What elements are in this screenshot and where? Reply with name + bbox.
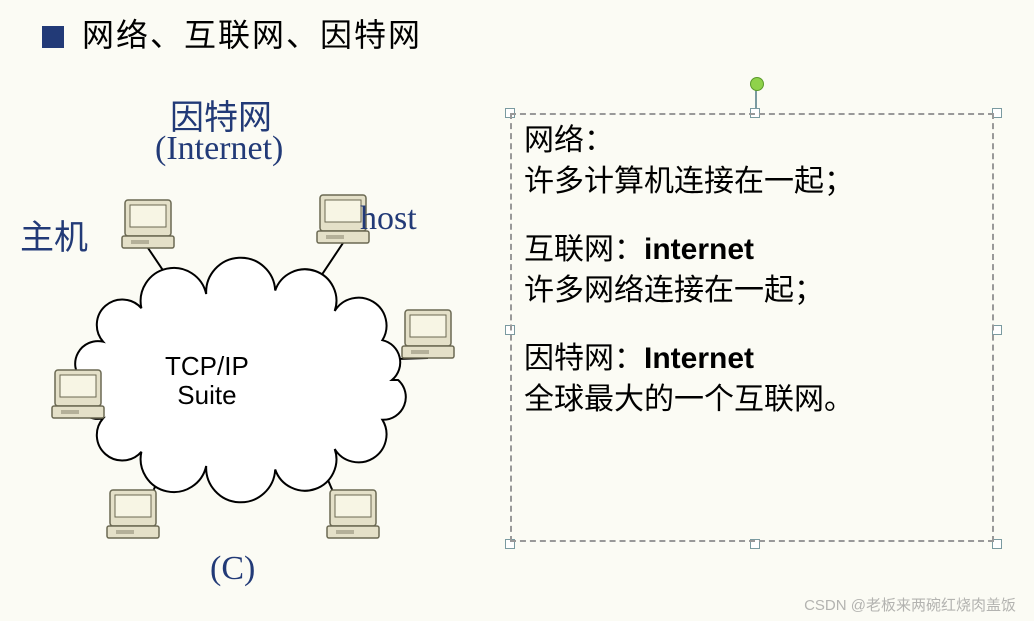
watermark: CSDN @老板来两碗红烧肉盖饭 <box>804 594 1016 615</box>
textbox-selection[interactable]: 网络： 许多计算机连接在一起； 互联网：internet 许多网络连接在一起； … <box>502 105 1002 550</box>
cloud-label-line2: Suite <box>177 380 236 410</box>
diagram-title-en: (Internet) <box>155 130 283 168</box>
def-internet-lc-body: 许多网络连接在一起； <box>524 271 982 312</box>
def-network-title: 网络： <box>524 121 982 162</box>
spacer <box>524 311 982 339</box>
spacer <box>524 202 982 230</box>
heading-text: 网络、互联网、因特网 <box>82 10 422 56</box>
definitions-textbox[interactable]: 网络： 许多计算机连接在一起； 互联网：internet 许多网络连接在一起； … <box>510 113 994 542</box>
heading: 网络、互联网、因特网 <box>42 10 422 56</box>
label-host-en: host <box>360 200 417 238</box>
cloud-label: TCP/IP Suite <box>165 352 249 409</box>
diagram-caption: (C) <box>210 550 255 588</box>
def-network-body: 许多计算机连接在一起； <box>524 162 982 203</box>
network-diagram: 因特网 (Internet) 主机 host TCP/IP Suite (C) <box>20 70 480 590</box>
cloud-label-line1: TCP/IP <box>165 351 249 381</box>
def-internet-uc-title: 因特网：Internet <box>524 339 982 380</box>
def-internet-lc-prefix: 互联网： <box>524 233 644 266</box>
def-internet-uc-body: 全球最大的一个互联网。 <box>524 380 982 421</box>
rotate-handle-icon[interactable] <box>750 77 764 91</box>
def-internet-lc-bold: internet <box>644 233 754 266</box>
def-internet-lc-title: 互联网：internet <box>524 230 982 271</box>
def-internet-uc-prefix: 因特网： <box>524 342 644 375</box>
label-host-cn: 主机 <box>20 210 88 259</box>
def-internet-uc-bold: Internet <box>644 342 754 375</box>
bullet-icon <box>42 26 64 48</box>
